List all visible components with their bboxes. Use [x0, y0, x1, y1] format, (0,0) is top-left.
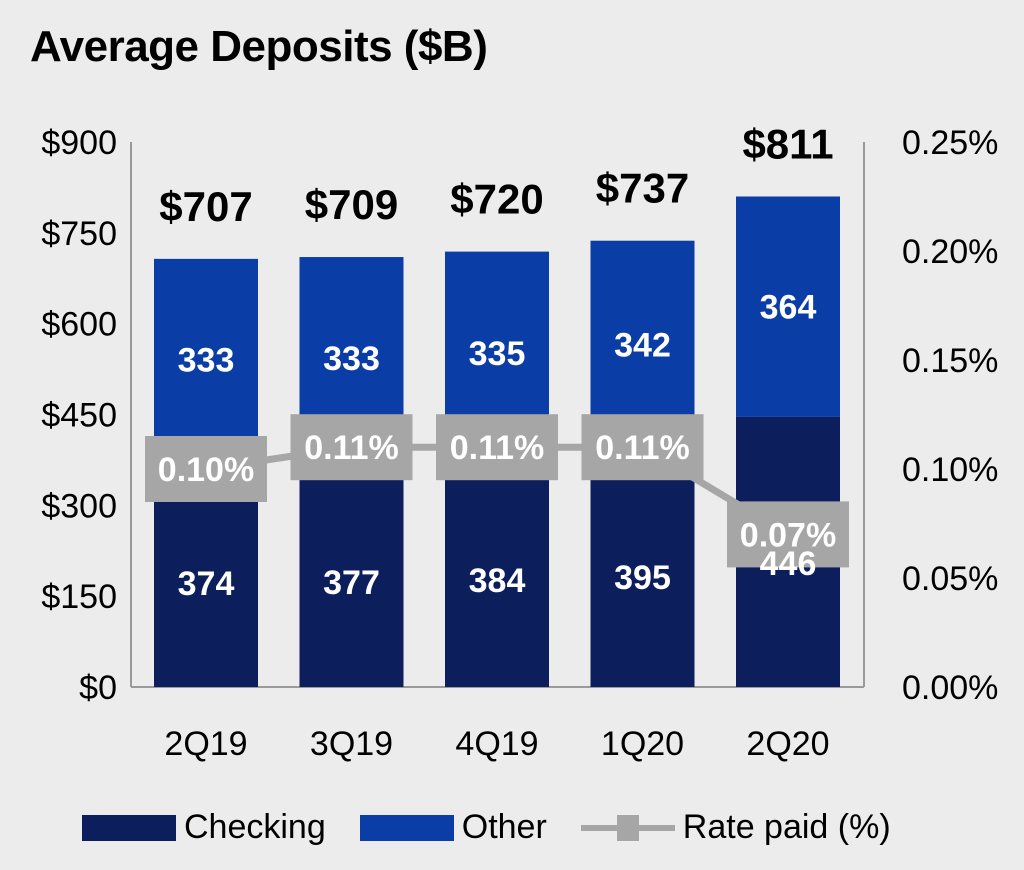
bar-checking-4q19 — [445, 454, 549, 687]
segment-label-checking: 384 — [469, 562, 526, 600]
chart-title: Average Deposits ($B) — [30, 22, 488, 71]
bar-total-label: $720 — [450, 176, 543, 223]
legend-item-other: Other — [359, 808, 547, 847]
bar-total-label: $737 — [596, 165, 689, 212]
rate-paid-label: 0.11% — [304, 429, 399, 467]
bar-total-label: $709 — [305, 181, 398, 228]
x-tick-label: 2Q19 — [164, 725, 247, 763]
bar-other-1q20 — [590, 240, 695, 448]
rate-paid-label: 0.11% — [595, 429, 690, 467]
legend-label-checking: Checking — [184, 808, 326, 846]
bar-other-2q20 — [736, 196, 840, 417]
y2-tick-label-right: 0.15% — [902, 342, 998, 380]
bar-total-label: $811 — [742, 121, 833, 168]
legend-item-rate-paid: Rate paid (%) — [580, 808, 891, 847]
rate-paid-label: 0.10% — [158, 451, 254, 489]
x-tick-label: 1Q20 — [601, 725, 684, 763]
segment-label-other: 364 — [760, 289, 817, 327]
rate-paid-marker — [290, 414, 413, 481]
y2-tick-label-right: 0.05% — [902, 560, 998, 598]
segment-label-other: 333 — [178, 342, 235, 380]
legend-label-rate-paid: Rate paid (%) — [682, 808, 891, 846]
y-tick-label-left: $150 — [41, 578, 117, 616]
segment-label-checking: 377 — [323, 564, 380, 602]
legend-swatch-checking — [82, 814, 176, 841]
rate-paid-marker — [436, 414, 558, 481]
rate-paid-label: 0.11% — [450, 429, 545, 467]
y-tick-label-left: $600 — [41, 306, 117, 344]
x-tick-label: 4Q19 — [455, 725, 538, 763]
y-tick-label-left: $300 — [41, 487, 117, 525]
y-tick-label-left: $0 — [79, 669, 117, 707]
y-tick-label-left: $900 — [41, 124, 117, 162]
bar-total-label: $707 — [159, 183, 252, 230]
legend-label-other: Other — [461, 808, 547, 846]
y2-tick-label-right: 0.20% — [902, 233, 998, 271]
legend-item-checking: Checking — [82, 808, 326, 847]
segment-label-other: 333 — [323, 340, 380, 378]
rate-paid-marker — [727, 501, 849, 568]
bar-checking-1q20 — [590, 447, 695, 687]
bar-checking-3q19 — [299, 458, 404, 687]
x-tick-label: 2Q20 — [746, 725, 829, 763]
segment-label-other: 342 — [614, 326, 671, 364]
legend-swatch-other — [359, 814, 454, 841]
y2-tick-label-right: 0.10% — [902, 451, 998, 489]
y-tick-label-left: $750 — [41, 215, 117, 253]
x-tick-label: 3Q19 — [310, 725, 393, 763]
rate-paid-label: 0.07% — [740, 516, 836, 554]
y2-tick-label-right: 0.25% — [902, 124, 998, 162]
segment-label-checking: 446 — [760, 545, 817, 583]
y-tick-label-left: $450 — [41, 397, 117, 435]
segment-label-checking: 395 — [614, 559, 671, 597]
rate-paid-marker — [145, 436, 267, 502]
segment-label-checking: 374 — [178, 565, 235, 603]
chart-legend: Checking Other Rate paid (%) — [82, 808, 925, 847]
rate-paid-marker — [581, 414, 704, 481]
bar-other-2q19 — [154, 258, 258, 461]
legend-line-marker-rate-paid — [580, 814, 675, 841]
y2-tick-label-right: 0.00% — [902, 669, 998, 707]
segment-label-other: 335 — [469, 335, 526, 373]
